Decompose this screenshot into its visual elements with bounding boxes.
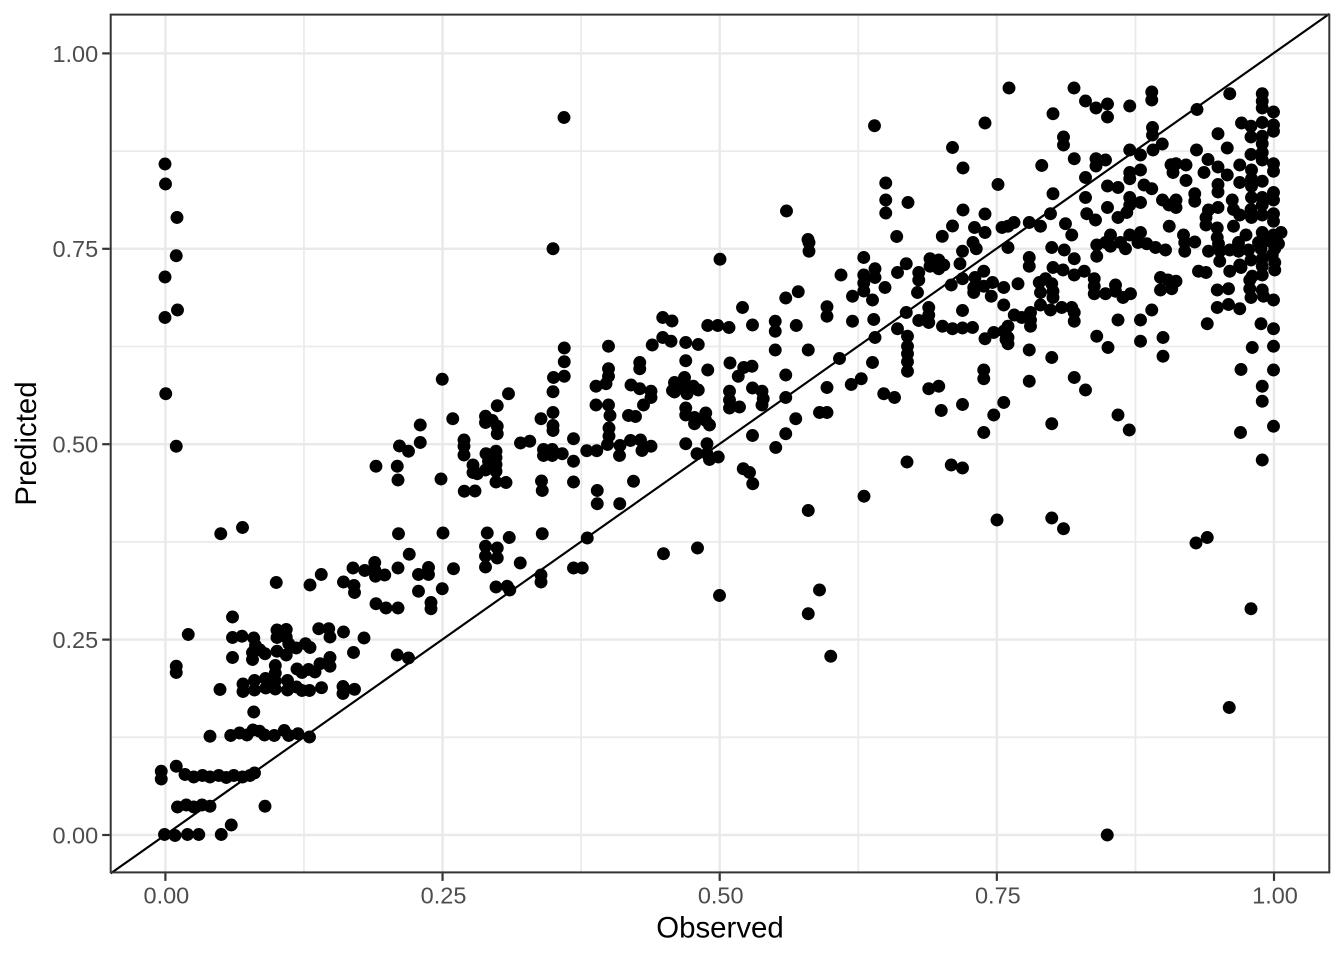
svg-text:Predicted: Predicted	[10, 381, 43, 505]
svg-text:Observed: Observed	[656, 912, 783, 945]
svg-text:1.00: 1.00	[1252, 883, 1298, 909]
svg-text:0.50: 0.50	[698, 883, 744, 909]
svg-text:0.75: 0.75	[52, 236, 98, 262]
svg-text:0.75: 0.75	[975, 883, 1021, 909]
svg-text:1.00: 1.00	[52, 41, 98, 67]
svg-text:0.00: 0.00	[52, 822, 98, 848]
svg-text:0.25: 0.25	[421, 883, 467, 909]
svg-text:0.25: 0.25	[52, 627, 98, 653]
svg-text:0.00: 0.00	[144, 883, 190, 909]
svg-text:0.50: 0.50	[52, 432, 98, 458]
